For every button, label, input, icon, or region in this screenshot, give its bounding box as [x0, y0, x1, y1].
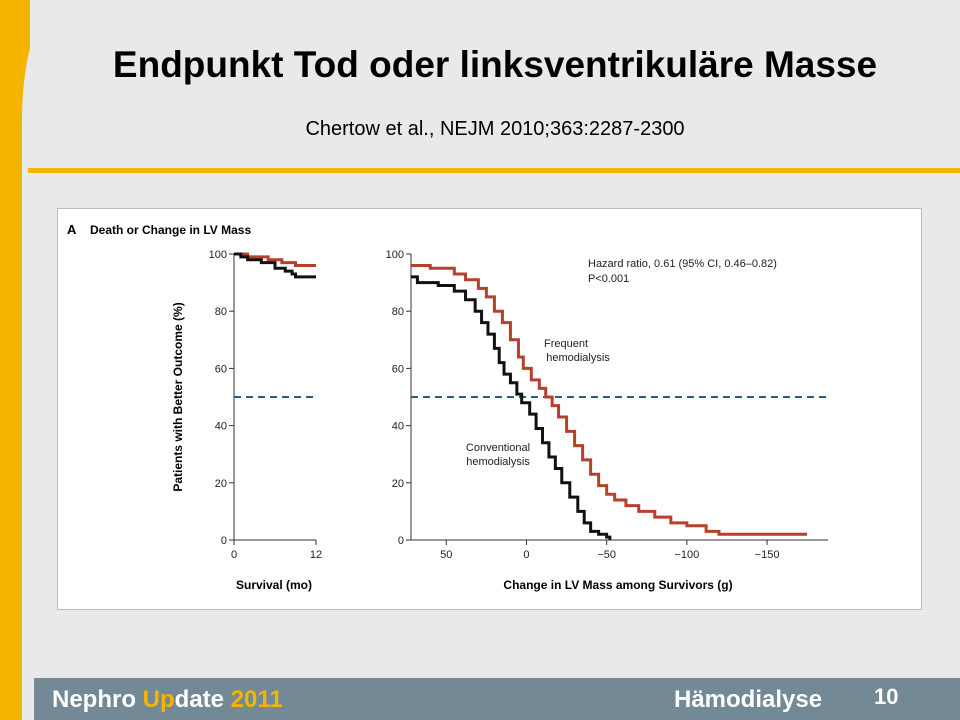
left-y-tick-label: 80 [215, 306, 227, 318]
left-y-tick-label: 0 [221, 535, 227, 547]
right-x-tick-label: 0 [523, 549, 529, 561]
panel-label: A [67, 222, 77, 237]
right-x-tick-label: −100 [674, 549, 699, 561]
km-charts: A Death or Change in LV Mass Patients wi… [67, 222, 828, 592]
header-divider [28, 168, 960, 173]
footer-section: Hämodialyse [674, 686, 823, 713]
right-y-tick-label: 40 [392, 421, 404, 433]
citation: Chertow et al., NEJM 2010;363:2287-2300 [305, 118, 685, 140]
footer-brand: Nephro Update 2011 [52, 686, 283, 713]
left-y-tick-label: 40 [215, 421, 227, 433]
frequent-label-1: Frequent [544, 338, 588, 350]
left-conventional-curve [234, 252, 316, 279]
x-axis-label-left: Survival (mo) [236, 578, 312, 592]
left-x-tick-label: 12 [310, 549, 322, 561]
right-frequent-curve [411, 263, 808, 536]
right-y-tick-label: 80 [392, 306, 404, 318]
chart-title: Death or Change in LV Mass [90, 223, 251, 237]
right-x-tick-label: 50 [440, 549, 452, 561]
figure-panel: A Death or Change in LV Mass Patients wi… [57, 208, 922, 610]
slide-title: Endpunkt Tod oder linksventrikuläre Mass… [112, 44, 878, 85]
conventional-label-1: Conventional [466, 442, 530, 454]
frequent-label-2: hemodialysis [546, 352, 610, 364]
left-y-tick-label: 100 [209, 249, 227, 261]
right-x-tick-label: −50 [597, 549, 616, 561]
right-y-tick-label: 20 [392, 478, 404, 490]
right-y-tick-label: 0 [398, 535, 404, 547]
y-axis-label: Patients with Better Outcome (%) [171, 302, 185, 491]
side-bar-curve [22, 0, 62, 720]
left-y-tick-label: 20 [215, 478, 227, 490]
footer-bar: Nephro Update 2011 Hämodialyse 10 [34, 678, 960, 720]
p-value-annotation: P<0.001 [588, 273, 629, 285]
right-y-tick-label: 60 [392, 363, 404, 375]
page-number: 10 [874, 684, 899, 709]
right-conventional-curve [411, 275, 612, 540]
left-x-tick-label: 0 [231, 549, 237, 561]
hazard-ratio-annotation: Hazard ratio, 0.61 (95% CI, 0.46–0.82) [588, 258, 777, 270]
x-axis-label-right: Change in LV Mass among Survivors (g) [503, 578, 732, 592]
left-y-tick-label: 60 [215, 363, 227, 375]
right-y-tick-label: 100 [386, 249, 404, 261]
right-x-tick-label: −150 [755, 549, 780, 561]
conventional-label-2: hemodialysis [466, 456, 530, 468]
